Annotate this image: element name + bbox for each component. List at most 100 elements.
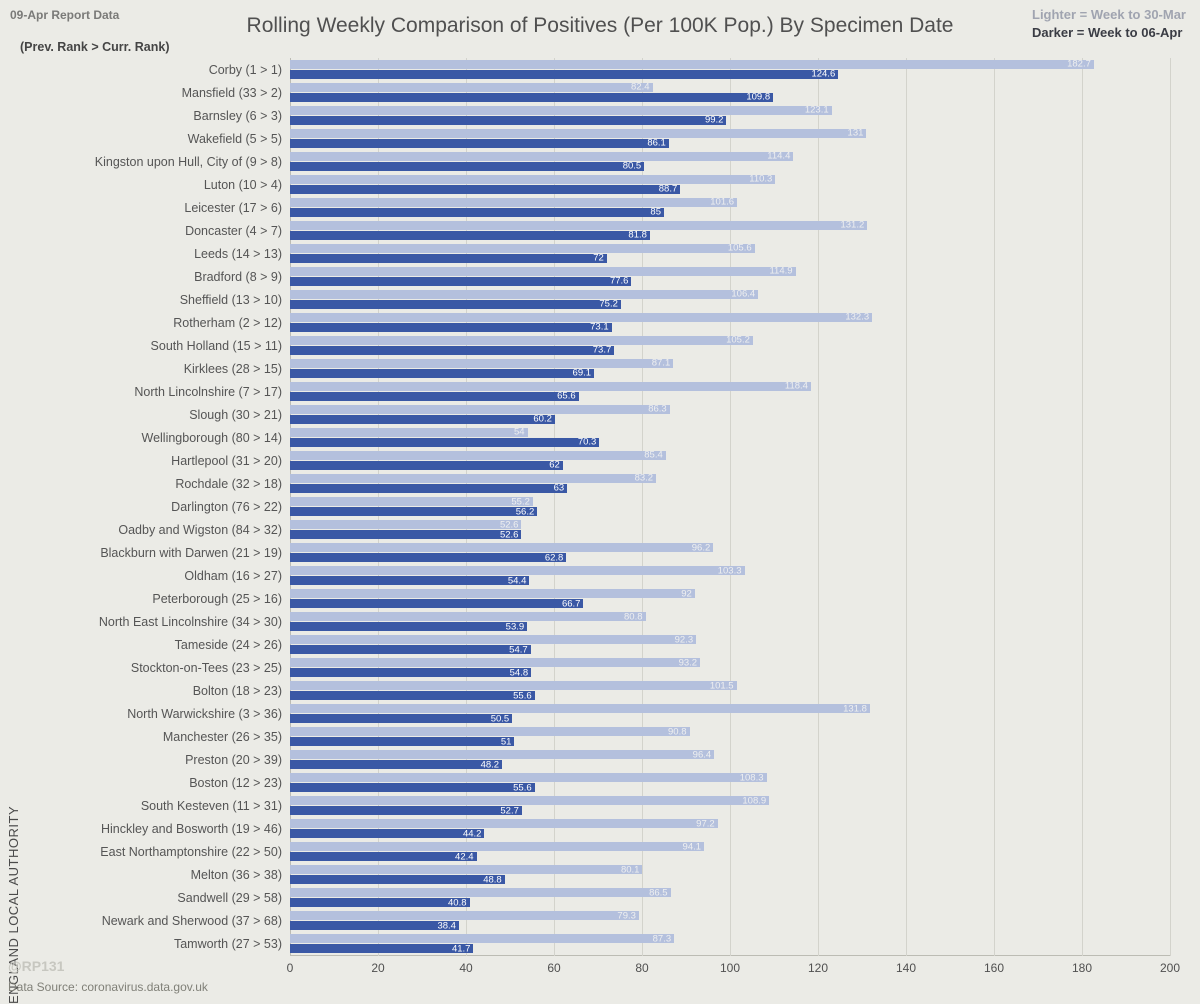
chart-row: Luton (10 > 4)110.388.7: [290, 174, 1170, 196]
bar-value-label: 70.3: [578, 437, 597, 448]
bar-curr-week: 75.2: [290, 300, 621, 309]
category-label: Oadby and Wigston (84 > 32): [118, 523, 290, 537]
x-tick-label: 60: [547, 961, 560, 975]
category-label: Slough (30 > 21): [189, 408, 290, 422]
bar-prev-week: 86.5: [290, 888, 671, 897]
chart-row: Corby (1 > 1)182.7124.6: [290, 59, 1170, 81]
bar-value-label: 54: [514, 427, 525, 438]
gridline: [1170, 58, 1171, 956]
category-label: Rochdale (32 > 18): [175, 477, 290, 491]
bar-curr-week: 62: [290, 461, 563, 470]
category-label: South Kesteven (11 > 31): [141, 799, 290, 813]
category-label: Stockton-on-Tees (23 > 25): [131, 661, 290, 675]
bar-prev-week: 85.4: [290, 451, 666, 460]
legend-light: Lighter = Week to 30-Mar: [1032, 6, 1186, 24]
x-tick-label: 140: [896, 961, 916, 975]
bar-curr-week: 41.7: [290, 944, 473, 953]
x-tick-label: 40: [459, 961, 472, 975]
category-label: Oldham (16 > 27): [184, 569, 290, 583]
x-tick-label: 80: [635, 961, 648, 975]
page-title: Rolling Weekly Comparison of Positives (…: [0, 14, 1200, 38]
category-label: Kingston upon Hull, City of (9 > 8): [95, 155, 290, 169]
bar-curr-week: 99.2: [290, 116, 726, 125]
chart-row: Leeds (14 > 13)105.672: [290, 243, 1170, 265]
chart-row: Rotherham (2 > 12)132.373.1: [290, 312, 1170, 334]
chart-row: Darlington (76 > 22)55.256.2: [290, 496, 1170, 518]
bar-value-label: 132.3: [845, 312, 869, 323]
chart-row: East Northamptonshire (22 > 50)94.142.4: [290, 841, 1170, 863]
bar-value-label: 52.6: [500, 529, 519, 540]
bar-value-label: 106.4: [731, 289, 755, 300]
bar-value-label: 85: [650, 207, 661, 218]
bar-curr-week: 69.1: [290, 369, 594, 378]
x-tick-label: 20: [371, 961, 384, 975]
bar-value-label: 88.7: [659, 184, 678, 195]
bar-value-label: 118.4: [785, 381, 808, 392]
chart-row: Doncaster (4 > 7)131.281.8: [290, 220, 1170, 242]
bar-curr-week: 77.6: [290, 277, 631, 286]
chart-row: Slough (30 > 21)86.360.2: [290, 404, 1170, 426]
bar-value-label: 40.8: [448, 897, 467, 908]
bar-value-label: 73.7: [593, 345, 612, 356]
chart-row: Blackburn with Darwen (21 > 19)96.262.8: [290, 542, 1170, 564]
category-label: Peterborough (25 > 16): [152, 592, 290, 606]
bar-prev-week: 54: [290, 428, 528, 437]
bar-value-label: 114.9: [769, 266, 792, 277]
category-label: East Northamptonshire (22 > 50): [100, 845, 290, 859]
bar-prev-week: 92.3: [290, 635, 696, 644]
bar-curr-week: 48.8: [290, 875, 505, 884]
chart-row: North East Lincolnshire (34 > 30)80.853.…: [290, 611, 1170, 633]
bar-prev-week: 105.6: [290, 244, 755, 253]
bar-value-label: 86.1: [647, 138, 666, 149]
bar-value-label: 69.1: [573, 368, 592, 379]
category-label: Blackburn with Darwen (21 > 19): [100, 546, 290, 560]
chart-row: Preston (20 > 39)96.448.2: [290, 749, 1170, 771]
bar-value-label: 92: [681, 588, 692, 599]
chart-row: Tameside (24 > 26)92.354.7: [290, 634, 1170, 656]
bar-value-label: 83.2: [635, 473, 654, 484]
data-source: Data Source: coronavirus.data.gov.uk: [8, 980, 208, 994]
bar-value-label: 48.2: [481, 759, 500, 770]
category-label: North Lincolnshire (7 > 17): [134, 385, 290, 399]
x-tick-label: 200: [1160, 961, 1180, 975]
bar-prev-week: 80.8: [290, 612, 646, 621]
chart-row: Stockton-on-Tees (23 > 25)93.254.8: [290, 657, 1170, 679]
bar-prev-week: 106.4: [290, 290, 758, 299]
bar-curr-week: 44.2: [290, 829, 484, 838]
bar-value-label: 56.2: [516, 506, 535, 517]
x-tick-label: 100: [720, 961, 740, 975]
bar-value-label: 65.6: [557, 391, 576, 402]
chart-row: Tamworth (27 > 53)87.341.7: [290, 933, 1170, 955]
category-label: Sheffield (13 > 10): [180, 293, 290, 307]
chart-row: Sandwell (29 > 58)86.540.8: [290, 887, 1170, 909]
bar-value-label: 124.6: [811, 69, 835, 80]
bar-value-label: 131: [848, 128, 864, 139]
category-label: Newark and Sherwood (37 > 68): [102, 914, 290, 928]
chart-row: Leicester (17 > 6)101.685: [290, 197, 1170, 219]
category-label: Hartlepool (31 > 20): [171, 454, 290, 468]
bar-value-label: 114.4: [767, 151, 790, 162]
bar-value-label: 90.8: [668, 726, 687, 737]
category-label: Melton (36 > 38): [191, 868, 290, 882]
bar-curr-week: 38.4: [290, 921, 459, 930]
bar-prev-week: 86.3: [290, 405, 670, 414]
bar-prev-week: 82.4: [290, 83, 653, 92]
bar-value-label: 182.7: [1067, 59, 1091, 70]
bar-value-label: 105.2: [726, 335, 750, 346]
bar-curr-week: 66.7: [290, 599, 583, 608]
bar-prev-week: 131.8: [290, 704, 870, 713]
bar-curr-week: 51: [290, 737, 514, 746]
bar-value-label: 80.1: [621, 864, 640, 875]
bar-value-label: 75.2: [599, 299, 618, 310]
x-tick-label: 160: [984, 961, 1004, 975]
bar-curr-week: 52.7: [290, 806, 522, 815]
chart-row: Newark and Sherwood (37 > 68)79.338.4: [290, 910, 1170, 932]
bar-value-label: 96.2: [692, 542, 711, 553]
chart-row: Oldham (16 > 27)103.354.4: [290, 565, 1170, 587]
bar-value-label: 52.7: [500, 805, 519, 816]
bar-prev-week: 114.4: [290, 152, 793, 161]
bar-value-label: 55.6: [513, 782, 532, 793]
bar-prev-week: 96.2: [290, 543, 713, 552]
bar-value-label: 63: [554, 483, 565, 494]
bar-prev-week: 83.2: [290, 474, 656, 483]
